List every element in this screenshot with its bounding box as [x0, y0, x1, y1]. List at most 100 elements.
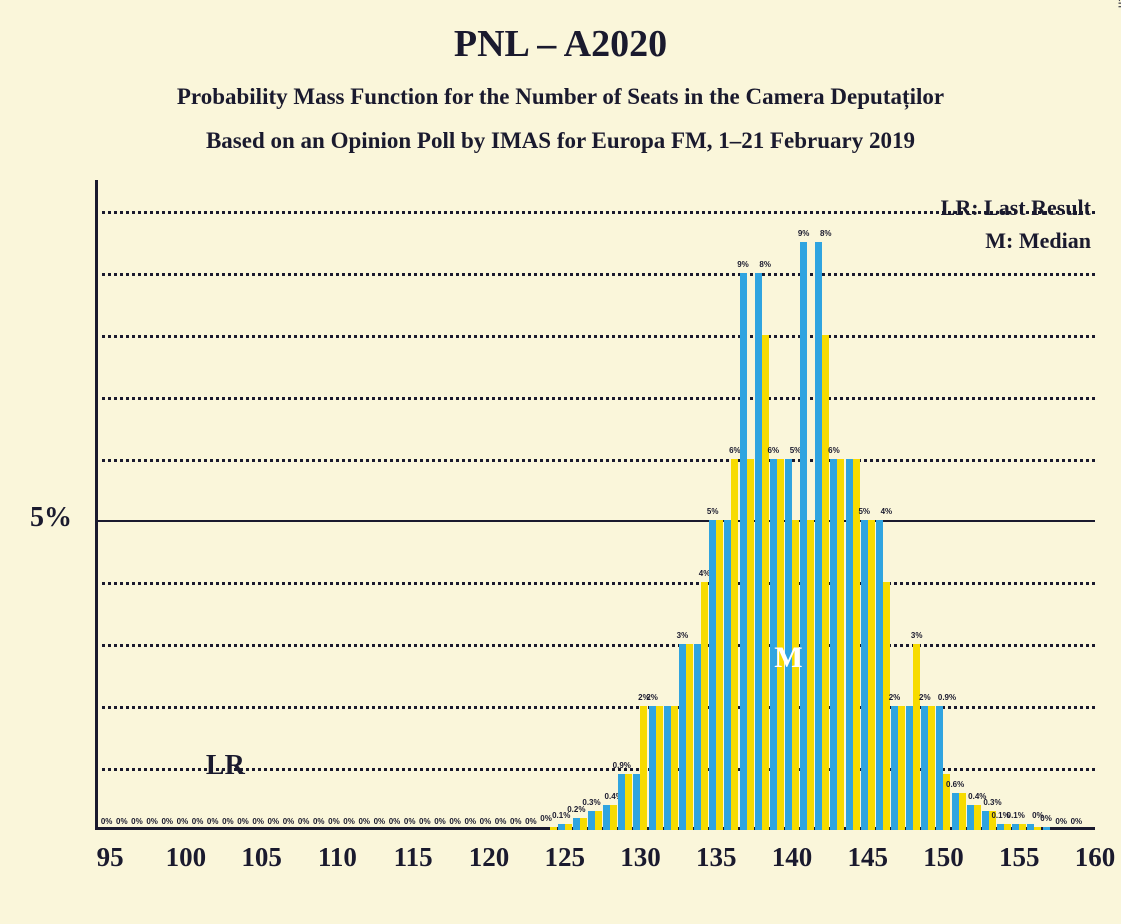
chart-subtitle-2: Based on an Opinion Poll by IMAS for Eur…: [0, 128, 1121, 154]
bar-yellow: [625, 774, 632, 830]
x-axis-tick-label: 110: [318, 842, 357, 873]
lr-marker: LR: [206, 750, 245, 782]
bar-yellow: [868, 520, 875, 830]
bar-value-label: 0%: [374, 817, 386, 826]
bar-yellow: [701, 582, 708, 830]
bar-value-label: 8%: [820, 229, 832, 238]
gridline: [95, 335, 1095, 338]
bar-value-label: 0.9%: [613, 761, 631, 770]
bar-value-label: 0%: [237, 817, 249, 826]
bar-yellow: [928, 706, 935, 830]
x-axis-tick-label: 145: [847, 842, 888, 873]
chart-container: © 2020 Filip van Laenen PNL – A2020 Prob…: [0, 0, 1121, 924]
bar-value-label: 0.3%: [582, 798, 600, 807]
x-axis-tick-label: 115: [394, 842, 433, 873]
bar-yellow: [898, 706, 905, 830]
bar-value-label: 9%: [798, 229, 810, 238]
bar-yellow: [1004, 824, 1011, 830]
bar-yellow: [959, 793, 966, 830]
bar-value-label: 5%: [858, 507, 870, 516]
bar-value-label: 6%: [828, 446, 840, 455]
gridline: [95, 520, 1095, 522]
bar-yellow: [807, 520, 814, 830]
bar-blue: [936, 706, 943, 830]
y-axis-line: [95, 180, 98, 830]
bar-value-label: 0%: [343, 817, 355, 826]
bar-value-label: 3%: [677, 631, 689, 640]
bar-blue: [967, 805, 974, 830]
bar-yellow: [671, 706, 678, 830]
bar-value-label: 0%: [268, 817, 280, 826]
bar-blue: [603, 805, 610, 830]
bar-value-label: 0%: [358, 817, 370, 826]
x-axis-tick-label: 130: [620, 842, 661, 873]
bar-yellow: [747, 459, 754, 830]
gridline: [95, 644, 1095, 647]
bar-yellow: [837, 459, 844, 830]
bar-value-label: 9%: [737, 260, 749, 269]
bar-yellow: [883, 582, 890, 830]
bar-blue: [876, 520, 883, 830]
bar-value-label: 0.9%: [938, 693, 956, 702]
gridline: [95, 768, 1095, 771]
bar-blue: [952, 793, 959, 830]
chart-title: PNL – A2020: [0, 22, 1121, 66]
bar-value-label: 2%: [919, 693, 931, 702]
bar-blue: [1043, 827, 1050, 830]
bar-value-label: 0%: [1071, 817, 1083, 826]
y-axis-label-5pct: 5%: [30, 502, 72, 534]
bar-blue: [1027, 824, 1034, 830]
bar-blue: [891, 706, 898, 830]
bar-value-label: 0%: [101, 817, 113, 826]
x-axis-tick-label: 120: [469, 842, 510, 873]
bar-blue: [618, 774, 625, 830]
bar-blue: [588, 811, 595, 830]
bar-value-label: 0%: [313, 817, 325, 826]
bar-value-label: 0%: [177, 817, 189, 826]
bar-yellow: [565, 824, 572, 830]
bar-blue: [846, 459, 853, 830]
bar-yellow: [656, 706, 663, 830]
x-axis-tick-label: 155: [999, 842, 1040, 873]
bar-value-label: 0.6%: [946, 780, 964, 789]
bar-value-label: 0%: [252, 817, 264, 826]
bar-value-label: 3%: [911, 631, 923, 640]
gridline: [95, 273, 1095, 276]
bar-value-label: 5%: [707, 507, 719, 516]
bar-yellow: [1019, 824, 1026, 830]
bar-value-label: 0%: [389, 817, 401, 826]
copyright-text: © 2020 Filip van Laenen: [1115, 0, 1121, 8]
bar-value-label: 0%: [161, 817, 173, 826]
bar-blue: [709, 520, 716, 830]
chart-subtitle-1: Probability Mass Function for the Number…: [0, 84, 1121, 110]
bar-value-label: 0%: [283, 817, 295, 826]
bar-blue: [573, 818, 580, 830]
x-axis-tick-label: 105: [241, 842, 282, 873]
bar-yellow: [610, 805, 617, 830]
bar-blue: [1012, 824, 1019, 830]
bar-blue: [755, 273, 762, 830]
bar-blue: [921, 706, 928, 830]
bar-value-label: 0%: [404, 817, 416, 826]
bar-value-label: 0%: [449, 817, 461, 826]
bar-blue: [679, 644, 686, 830]
bar-value-label: 0%: [116, 817, 128, 826]
bar-blue: [558, 824, 565, 830]
x-axis-tick-label: 100: [166, 842, 207, 873]
bar-blue: [740, 273, 747, 830]
bar-yellow: [686, 644, 693, 830]
bar-value-label: 0%: [222, 817, 234, 826]
plot-area: 0%0%0%0%0%0%0%0%0%0%0%0%0%0%0%0%0%0%0%0%…: [95, 180, 1095, 830]
bar-blue: [800, 242, 807, 830]
gridline: [95, 211, 1095, 214]
bar-value-label: 0%: [328, 817, 340, 826]
bar-blue: [815, 242, 822, 830]
bar-blue: [906, 706, 913, 830]
bar-value-label: 0%: [1055, 817, 1067, 826]
x-axis-tick-label: 125: [544, 842, 585, 873]
bar-value-label: 6%: [768, 446, 780, 455]
bar-yellow: [716, 520, 723, 830]
bar-yellow: [595, 811, 602, 830]
bar-yellow: [1034, 827, 1041, 830]
bar-value-label: 4%: [881, 507, 893, 516]
